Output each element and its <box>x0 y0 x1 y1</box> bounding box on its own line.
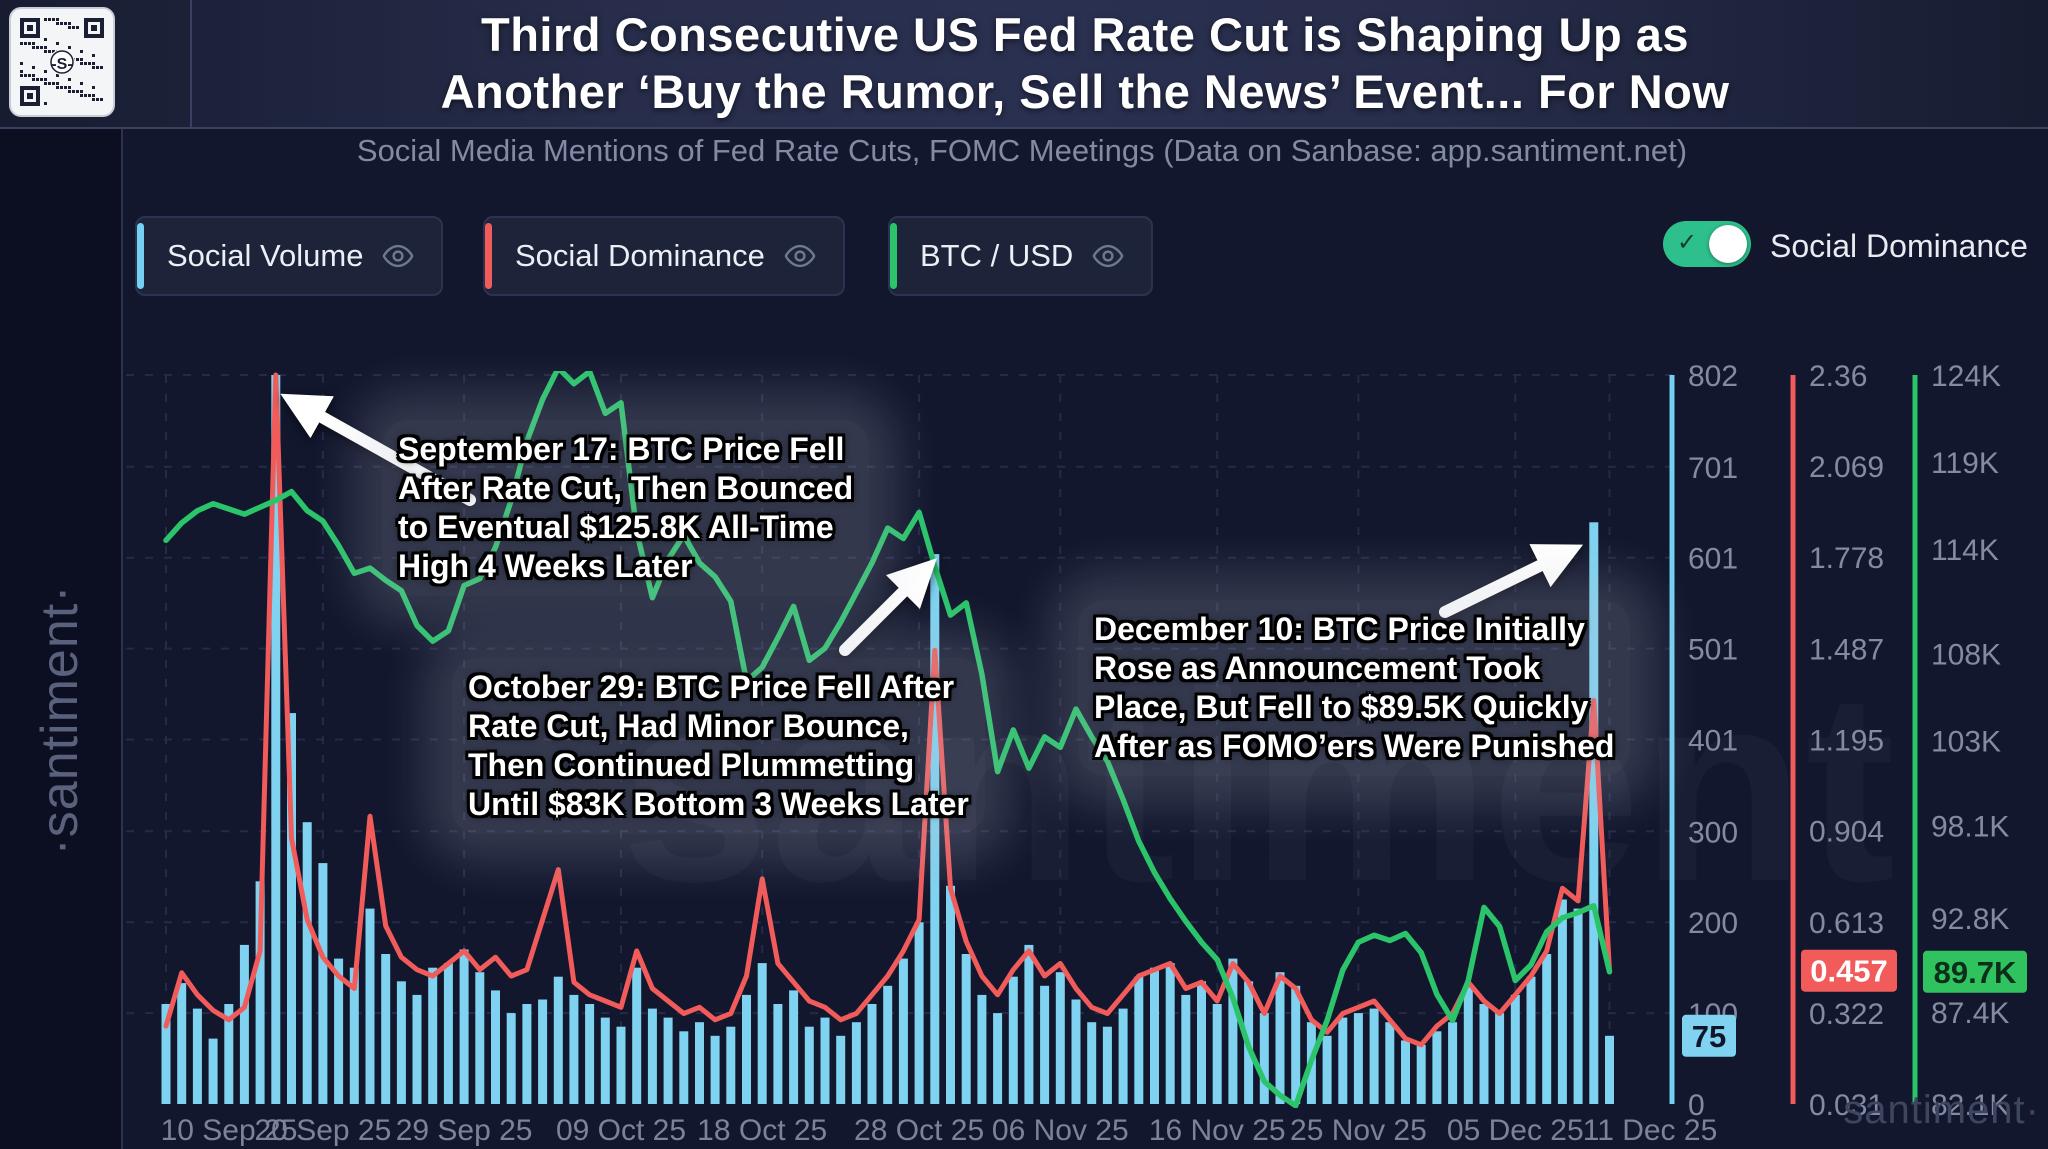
visibility-icon[interactable] <box>783 239 817 273</box>
arrow-to-oct29-spike <box>839 558 937 656</box>
price-tick-label: 87.4K <box>1931 997 2009 1030</box>
dominance-tick-label: 0.031 <box>1809 1089 1884 1122</box>
volume-current-badge: 75 <box>1682 1014 1736 1057</box>
dominance-tick-label: 0.322 <box>1809 998 1884 1031</box>
header <box>0 0 2048 127</box>
date-tick-label: 11 Dec 25 <box>1583 1114 1718 1147</box>
price-current-badge: 89.7K <box>1923 950 2027 993</box>
date-tick-label: 28 Oct 25 <box>854 1114 984 1147</box>
btc-usd-color-bar <box>890 223 897 289</box>
legend-item-btc-usd[interactable]: BTC / USD <box>888 216 1154 296</box>
price-tick-label: 103K <box>1931 725 2001 758</box>
price-tick-label: 119K <box>1931 447 1999 480</box>
sidebar-divider <box>121 129 123 1149</box>
dominance-tick-label: 2.36 <box>1809 360 1867 393</box>
sidebar-watermark: ·santiment· <box>31 584 89 856</box>
social-dominance-color-bar <box>485 223 492 289</box>
price-tick-label: 108K <box>1931 638 2001 671</box>
legend-item-social-volume[interactable]: Social Volume <box>135 216 444 296</box>
date-tick-label: 06 Nov 25 <box>992 1114 1129 1147</box>
social-volume-color-bar <box>137 223 144 289</box>
volume-tick-label: 0 <box>1688 1089 1705 1122</box>
legend-label: BTC / USD <box>920 238 1074 273</box>
check-icon: ✓ <box>1677 229 1698 256</box>
arrow-to-sep17-spike <box>280 393 476 506</box>
dominance-tick-label: 1.778 <box>1809 542 1884 575</box>
qr-code: -S- <box>9 7 115 117</box>
dominance-tick-label: 0.904 <box>1809 816 1884 849</box>
date-tick-label: 05 Dec 25 <box>1447 1114 1584 1147</box>
volume-tick-label: 802 <box>1688 360 1738 393</box>
dominance-tick-label: 0.613 <box>1809 907 1884 940</box>
page-title-line2: Another ‘Buy the Rumor, Sell the News’ E… <box>440 65 1730 118</box>
svg-text:89.7K: 89.7K <box>1934 955 2017 990</box>
volume-tick-label: 501 <box>1688 634 1738 667</box>
volume-tick-label: 300 <box>1688 816 1738 849</box>
svg-text:75: 75 <box>1692 1019 1726 1054</box>
svg-text:0.457: 0.457 <box>1810 954 1888 989</box>
volume-tick-label: 701 <box>1688 452 1738 485</box>
date-tick-label: 16 Nov 25 <box>1149 1114 1286 1147</box>
visibility-icon[interactable] <box>1091 239 1125 273</box>
legend-label: Social Dominance <box>515 238 765 273</box>
dominance-current-badge: 0.457 <box>1801 949 1897 992</box>
annotation-sep17: September 17: BTC Price Fell After Rate … <box>382 420 870 596</box>
legend-label: Social Volume <box>167 238 364 273</box>
date-tick-label: 10 Sep 25 <box>161 1114 298 1147</box>
price-tick-label: 82.1K <box>1931 1089 2009 1122</box>
volume-tick-label: 200 <box>1688 907 1738 940</box>
dominance-tick-label: 1.195 <box>1809 725 1884 758</box>
page-title: Third Consecutive US Fed Rate Cut is Sha… <box>260 6 1910 120</box>
social-dominance-line <box>163 372 1612 1048</box>
plot-watermark: santiment <box>620 637 1895 938</box>
page-title-line1: Third Consecutive US Fed Rate Cut is Sha… <box>480 8 1689 61</box>
price-tick-label: 92.8K <box>1931 903 2009 936</box>
date-tick-label: 20 Sep 25 <box>255 1114 392 1147</box>
annotation-oct29: October 29: BTC Price Fell After Rate Cu… <box>452 658 985 834</box>
date-tick-label: 29 Sep 25 <box>396 1114 533 1147</box>
price-tick-label: 98.1K <box>1931 811 2009 844</box>
sidebar <box>0 129 121 1149</box>
header-divider-vertical <box>190 0 192 127</box>
svg-text:-S-: -S- <box>51 56 72 73</box>
gridlines <box>126 374 1672 1104</box>
page-subtitle: Social Media Mentions of Fed Rate Cuts, … <box>356 133 1688 168</box>
volume-tick-label: 601 <box>1688 543 1738 576</box>
price-tick-label: 114K <box>1931 534 1999 567</box>
legend-item-social-dominance[interactable]: Social Dominance <box>483 216 845 296</box>
social-dominance-toggle[interactable]: ✓ <box>1663 221 1751 267</box>
visibility-icon[interactable] <box>381 239 415 273</box>
price-tick-label: 124K <box>1931 360 2001 393</box>
header-divider <box>0 127 2048 129</box>
toggle-knob[interactable] <box>1709 225 1747 263</box>
volume-tick-label: 401 <box>1688 725 1738 758</box>
toggle-label: Social Dominance <box>1770 228 2028 264</box>
date-tick-label: 18 Oct 25 <box>697 1114 827 1147</box>
dominance-tick-label: 2.069 <box>1809 451 1884 484</box>
date-tick-label: 25 Nov 25 <box>1290 1114 1427 1147</box>
date-tick-label: 09 Oct 25 <box>556 1114 686 1147</box>
annotation-dec10: December 10: BTC Price Initially Rose as… <box>1078 600 1631 776</box>
brand-watermark: santiment· <box>1843 1088 2040 1132</box>
arrow-to-dec10-spike <box>1439 544 1584 618</box>
dominance-tick-label: 1.487 <box>1809 633 1884 666</box>
qr-code-icon: -S- <box>18 16 106 108</box>
btc-usd-line <box>163 371 1613 1108</box>
